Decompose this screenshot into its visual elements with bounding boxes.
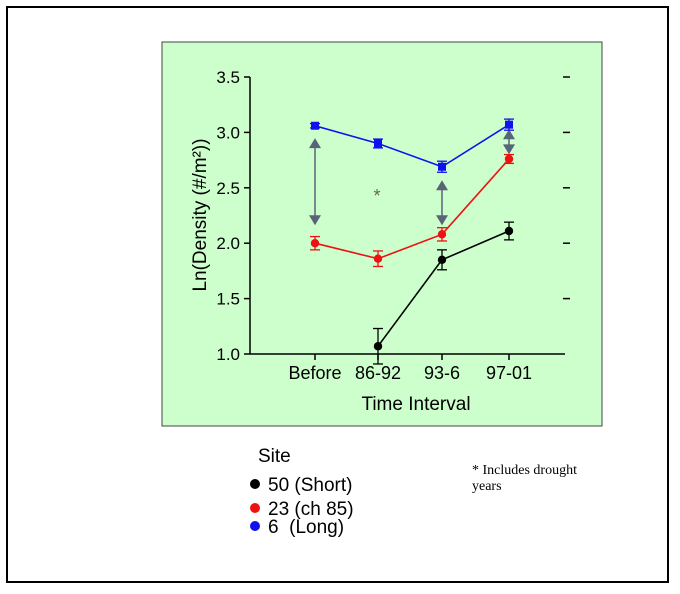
right-axis-ticks <box>563 76 570 300</box>
y-axis-label: Ln(Density (#/m²)) <box>190 138 211 291</box>
annotation-arrows <box>309 129 515 226</box>
series-lines <box>310 118 514 365</box>
x-tick-label: 97-01 <box>486 363 532 383</box>
y-tick-label: 3.5 <box>216 68 240 87</box>
data-point <box>437 255 447 265</box>
legend-item: 50 (Short) <box>250 475 352 497</box>
legend-marker <box>250 503 260 513</box>
data-point <box>438 162 446 171</box>
chart-background <box>161 41 603 427</box>
x-ticks: Before 86-92 93-6 97-01 <box>288 354 532 383</box>
data-point <box>374 139 382 148</box>
x-tick-label: Before <box>288 363 341 383</box>
y-tick-label: 1.5 <box>216 290 240 309</box>
double-arrow <box>309 138 321 226</box>
data-point <box>505 120 513 129</box>
legend-label: 6 (Long) <box>268 517 345 538</box>
y-tick-label: 2.0 <box>216 234 240 253</box>
legend-item: 6 (Long) <box>250 517 344 539</box>
legend-label: 50 (Short) <box>268 475 353 496</box>
x-axis-label: Time Interval <box>361 394 470 415</box>
data-point <box>504 226 514 236</box>
legend-marker <box>250 479 260 489</box>
double-arrow <box>503 129 515 155</box>
data-point <box>311 121 319 130</box>
y-tick-label: 2.5 <box>216 179 240 198</box>
data-point <box>310 239 320 248</box>
y-tick-label: 1.0 <box>216 345 240 364</box>
outer-frame <box>6 6 669 583</box>
x-tick-label: 86-92 <box>355 363 401 383</box>
y-ticks: 1.0 1.5 2.0 2.5 3.0 3.5 <box>216 68 250 364</box>
data-point <box>373 342 383 351</box>
series-line <box>314 158 510 260</box>
asterisk-annotation: * <box>373 186 380 206</box>
y-tick-label: 3.0 <box>216 123 240 142</box>
series-line <box>314 123 510 168</box>
double-arrow <box>436 180 448 226</box>
legend-marker <box>250 521 260 531</box>
data-point <box>504 154 514 164</box>
legend-label: 23 (ch 85) <box>268 499 354 520</box>
legend-title: Site <box>258 446 291 467</box>
data-point <box>373 254 383 263</box>
drought-note: * Includes drought years <box>472 463 577 494</box>
x-tick-label: 93-6 <box>424 363 460 383</box>
data-point <box>437 230 447 239</box>
legend-item: 23 (ch 85) <box>250 499 354 521</box>
